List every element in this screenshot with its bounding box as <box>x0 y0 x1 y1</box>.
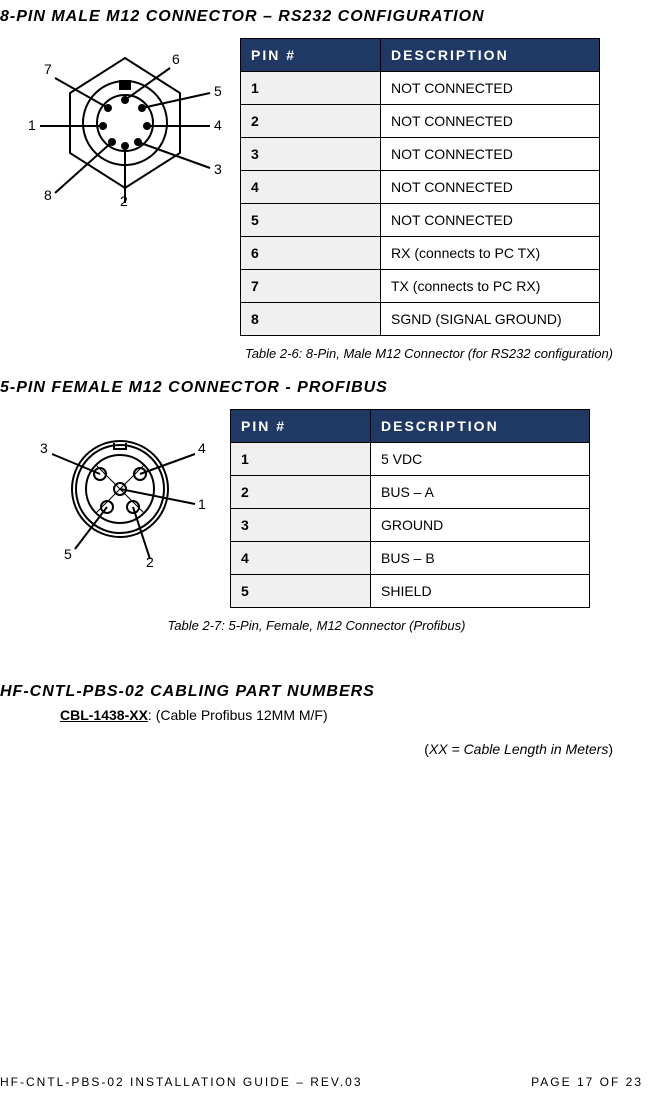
pin-label-2: 2 <box>146 554 154 569</box>
part-desc: : (Cable Profibus 12MM M/F) <box>148 707 328 723</box>
footer-left: HF-CNTL-PBS-02 INSTALLATION GUIDE – REV.… <box>0 1075 363 1089</box>
section1-heading: 8-PIN MALE M12 CONNECTOR – RS232 CONFIGU… <box>0 8 633 26</box>
footer-right: PAGE 17 OF 23 <box>531 1075 643 1089</box>
pin-label-5: 5 <box>214 83 222 99</box>
col-desc: DESCRIPTION <box>381 39 600 72</box>
pin-label-3: 3 <box>40 440 48 456</box>
page-footer: HF-CNTL-PBS-02 INSTALLATION GUIDE – REV.… <box>0 1075 653 1089</box>
m12-8pin-diagram: 6 5 4 3 2 8 1 7 <box>20 38 230 208</box>
section1-caption: Table 2-6: 8-Pin, Male M12 Connector (fo… <box>0 346 613 361</box>
section2-heading: 5-PIN FEMALE M12 CONNECTOR - PROFIBUS <box>0 379 633 397</box>
pin-label-4: 4 <box>198 440 206 456</box>
pin-label-6: 6 <box>172 51 180 67</box>
pin-label-8: 8 <box>44 187 52 203</box>
part-line: CBL-1438-XX: (Cable Profibus 12MM M/F) <box>60 707 633 723</box>
table-row: 3NOT CONNECTED <box>241 138 600 171</box>
pin-label-4: 4 <box>214 117 222 133</box>
table-row: 1NOT CONNECTED <box>241 72 600 105</box>
part-number: CBL-1438-XX <box>60 707 148 723</box>
table-row: 6RX (connects to PC TX) <box>241 237 600 270</box>
table-row: 4NOT CONNECTED <box>241 171 600 204</box>
table-row: 2BUS – A <box>231 476 590 509</box>
section2-block: 4 1 2 5 3 PIN # DESCRIPTION 15 VDC 2BUS … <box>20 409 633 608</box>
table-row: 3GROUND <box>231 509 590 542</box>
table-header-row: PIN # DESCRIPTION <box>231 410 590 443</box>
pin-label-1: 1 <box>198 496 206 512</box>
table-row: 2NOT CONNECTED <box>241 105 600 138</box>
pin-label-7: 7 <box>44 61 52 77</box>
col-pin: PIN # <box>231 410 371 443</box>
pin-label-2: 2 <box>120 193 128 208</box>
pin-label-3: 3 <box>214 161 222 177</box>
col-pin: PIN # <box>241 39 381 72</box>
section2-table: PIN # DESCRIPTION 15 VDC 2BUS – A 3GROUN… <box>230 409 590 608</box>
table-row: 5NOT CONNECTED <box>241 204 600 237</box>
length-note: (XX = Cable Length in Meters) <box>0 741 613 757</box>
pin-label-5: 5 <box>64 546 72 562</box>
section2-caption: Table 2-7: 5-Pin, Female, M12 Connector … <box>0 618 633 633</box>
table-row: 15 VDC <box>231 443 590 476</box>
m12-5pin-diagram: 4 1 2 5 3 <box>20 409 220 569</box>
pin-label-1: 1 <box>28 117 36 133</box>
col-desc: DESCRIPTION <box>371 410 590 443</box>
parts-heading: HF-CNTL-PBS-02 CABLING PART NUMBERS <box>0 683 633 701</box>
table-header-row: PIN # DESCRIPTION <box>241 39 600 72</box>
table-row: 7TX (connects to PC RX) <box>241 270 600 303</box>
section1-block: 6 5 4 3 2 8 1 7 PIN # DESCRIPTION 1NOT C… <box>20 38 633 336</box>
section1-table: PIN # DESCRIPTION 1NOT CONNECTED 2NOT CO… <box>240 38 600 336</box>
table-row: 5SHIELD <box>231 575 590 608</box>
table-row: 8SGND (SIGNAL GROUND) <box>241 303 600 336</box>
table-row: 4BUS – B <box>231 542 590 575</box>
